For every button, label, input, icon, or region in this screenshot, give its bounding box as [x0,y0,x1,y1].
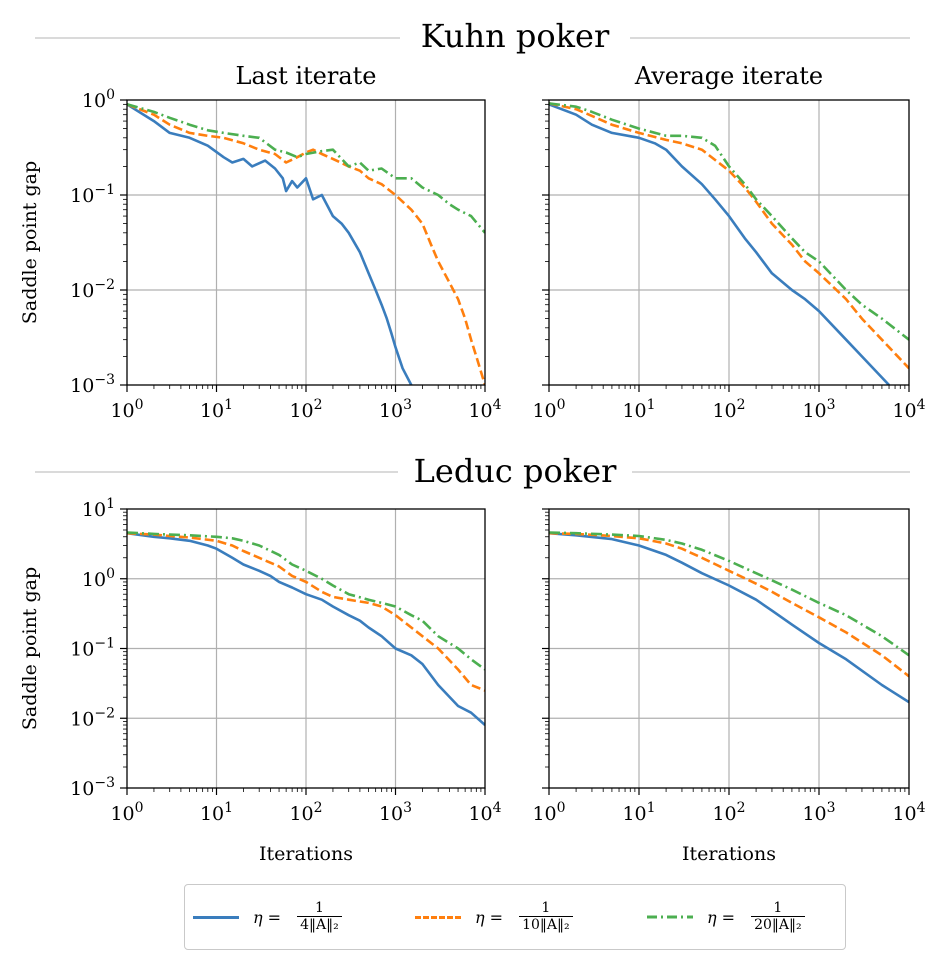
series-line-2 [549,531,909,678]
x-tick-label: 104 [892,800,925,825]
series-line-2 [127,103,485,385]
x-tick-label: 100 [532,800,565,825]
x-tick-label: 102 [289,800,322,825]
legend: η = 1 4‖A‖₂ η = 1 10‖A‖₂ η = 1 20‖A‖₂ [184,884,846,950]
legend-den: 4‖A‖₂ [297,916,342,933]
series-line-1 [549,531,909,704]
legend-item: η = 1 4‖A‖₂ [193,885,342,949]
series-line-3 [549,102,909,341]
legend-swatch-solid [193,915,239,919]
section-title-leduc: Leduc poker [414,452,617,490]
x-tick-label: 101 [200,800,233,825]
x-tick-label: 102 [712,800,745,825]
y-tick-label: 10−1 [70,182,115,207]
series-line-3 [127,103,485,234]
plot-frame [548,508,910,789]
x-tick-label: 104 [468,800,501,825]
x-axis-label: Iterations [682,843,776,865]
series-line-2 [549,102,909,370]
series-line-1 [127,531,485,726]
y-tick-label: 10−2 [70,705,115,730]
legend-item: η = 1 10‖A‖₂ [415,885,573,949]
panel-kuhn-last-iterate: 100 101 102 103 104 10−3 10−2 10−1 100 Last itera… [19,62,502,422]
y-tick-label: 10−3 [70,372,115,397]
panel-title: Last iterate [236,62,377,90]
legend-num: 1 [773,899,783,916]
legend-eta: η = [475,907,504,927]
panel-kuhn-average-iterate: 100 101 102 103 104 Average iterate [532,62,925,422]
plot-frame [126,508,486,789]
plot-frame [548,99,910,386]
x-tick-label: 102 [712,397,745,422]
legend-eta: η = [253,907,282,927]
x-tick-label: 103 [802,800,835,825]
series-line-2 [127,531,485,692]
y-tick-label: 100 [82,566,115,591]
x-tick-label: 103 [379,800,412,825]
series-line-1 [549,103,890,385]
series-line-1 [127,103,413,385]
legend-swatch-dashed [415,915,461,919]
panel-title: Average iterate [634,62,823,90]
x-tick-label: 101 [622,800,655,825]
y-tick-label: 10−3 [70,775,115,800]
plot-frame [126,99,486,386]
legend-swatch-dashdot [647,915,693,919]
panel-leduc-average-iterate: 100 101 102 103 104 Iterations [532,508,926,865]
x-tick-label: 104 [892,397,925,422]
x-axis-label: Iterations [259,843,353,865]
x-tick-label: 103 [802,397,835,422]
legend-eta: η = [707,907,736,927]
section-title-kuhn: Kuhn poker [421,17,610,55]
panel-leduc-last-iterate: 100 101 102 103 104 10−3 10−2 10−1 100 101 Iterati… [19,496,502,865]
y-axis-label: Saddle point gap [19,567,41,730]
y-tick-label: 100 [82,87,115,112]
x-tick-label: 100 [110,397,143,422]
x-tick-label: 100 [110,800,143,825]
legend-den: 10‖A‖₂ [519,916,573,933]
x-tick-label: 100 [532,397,565,422]
x-tick-label: 102 [289,397,322,422]
legend-item: η = 1 20‖A‖₂ [647,885,805,949]
x-tick-label: 104 [468,397,501,422]
series-line-3 [549,531,909,657]
x-tick-label: 101 [622,397,655,422]
y-tick-label: 10−1 [70,636,115,661]
y-tick-label: 10−2 [70,277,115,302]
x-tick-label: 101 [200,397,233,422]
legend-num: 1 [541,899,551,916]
y-tick-label: 101 [82,496,115,521]
x-tick-label: 103 [379,397,412,422]
y-axis-label: Saddle point gap [19,161,41,324]
legend-num: 1 [314,899,324,916]
legend-den: 20‖A‖₂ [751,916,805,933]
series-line-3 [127,531,485,671]
